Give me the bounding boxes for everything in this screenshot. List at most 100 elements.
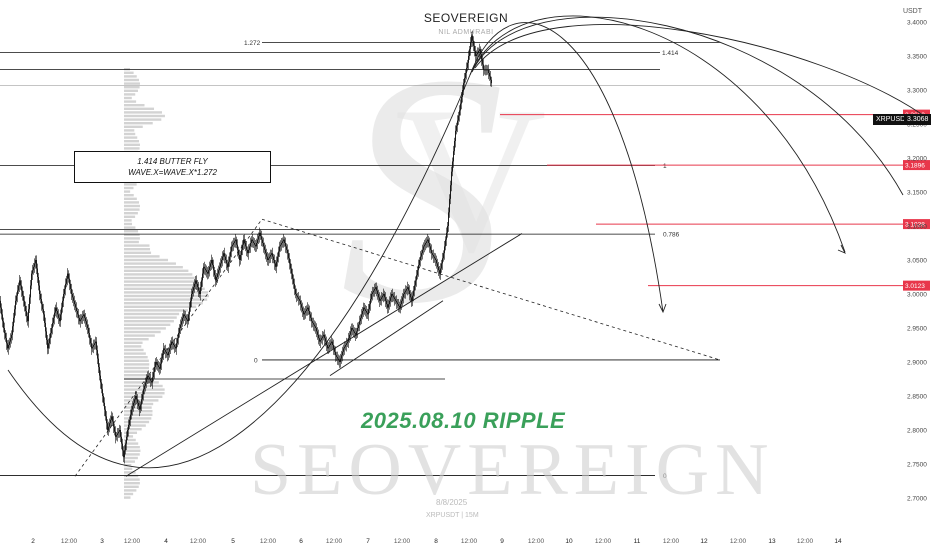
candle-body <box>431 249 432 254</box>
candle-body <box>323 334 324 337</box>
candle-body <box>287 249 288 254</box>
target-tag-bg <box>903 219 930 230</box>
watermark-symbol: XRPUSDT | 15M <box>426 512 479 519</box>
volume-profile-bar <box>124 471 136 474</box>
volume-profile-bar <box>124 226 136 229</box>
volume-profile-bar <box>124 478 140 481</box>
candle-body <box>366 311 367 313</box>
candle-body <box>36 260 37 269</box>
chart-subtitle: NIL ADMURABI <box>438 29 494 36</box>
price-axis-tick: 2.9000 <box>907 360 927 367</box>
candle-body <box>75 304 76 308</box>
candle-body <box>167 353 168 356</box>
time-axis-tick: 12:00 <box>260 538 277 545</box>
candle-body <box>179 328 180 334</box>
candle-body <box>209 266 210 271</box>
volume-profile-bar <box>124 359 149 362</box>
candle-body <box>284 239 285 243</box>
candle-body <box>237 244 238 250</box>
candle-body <box>265 249 266 254</box>
candle-body <box>318 334 319 339</box>
candle-body <box>417 270 418 276</box>
candle-body <box>11 334 12 339</box>
volume-profile-bar <box>124 431 138 434</box>
candle-body <box>143 389 144 395</box>
candle-body <box>229 256 230 262</box>
candle-body <box>168 351 169 356</box>
candle-body <box>364 307 365 310</box>
candle-body <box>68 273 69 279</box>
time-axis-tick: 12:00 <box>595 538 612 545</box>
candle-body <box>262 239 263 243</box>
candle-body <box>403 294 404 298</box>
candle-body <box>142 394 143 400</box>
candle-body <box>342 351 343 356</box>
candle-body <box>407 287 408 289</box>
volume-profile-bar <box>124 222 133 226</box>
candle-body <box>276 261 277 267</box>
candle-body <box>153 372 154 378</box>
price-axis-tick: 2.7500 <box>907 462 927 469</box>
candle-body <box>239 254 240 260</box>
candle-body <box>105 409 106 417</box>
candle-body <box>85 317 86 322</box>
candle-body <box>460 103 461 111</box>
candle-body <box>139 406 140 410</box>
candle-body <box>278 251 279 257</box>
candle-body <box>35 260 36 264</box>
candle-body <box>56 307 57 311</box>
candle-body <box>39 285 40 294</box>
candle-body <box>150 379 151 381</box>
candle-body <box>418 265 419 271</box>
target-tag-bg <box>903 280 930 291</box>
candle-body <box>58 314 59 318</box>
volume-profile-bar <box>124 258 169 262</box>
candle-body <box>455 130 456 141</box>
volume-profile-bar <box>124 395 163 398</box>
volume-profile-bar <box>124 438 136 442</box>
candle-body <box>222 256 223 260</box>
candle-body <box>189 307 190 315</box>
candle-body <box>217 273 218 277</box>
candle-body <box>465 73 466 79</box>
candle-body <box>132 406 133 410</box>
candle-body <box>423 246 424 250</box>
candle-body <box>136 396 137 400</box>
candle-body <box>429 243 430 247</box>
candle-body <box>177 338 178 344</box>
volume-profile-bar <box>124 374 148 377</box>
candle-body <box>293 278 294 284</box>
candle-body <box>480 49 481 55</box>
candle-body <box>26 311 27 317</box>
candle-body <box>15 300 16 310</box>
volume-profile-bar <box>124 143 140 146</box>
candle-body <box>306 309 307 311</box>
candle-body <box>279 246 280 252</box>
candle-body <box>285 243 286 247</box>
candle-body <box>467 62 468 68</box>
volume-profile-bar <box>124 464 132 467</box>
candle-body <box>402 297 403 301</box>
candle-body <box>41 299 42 305</box>
candle-body <box>491 79 492 84</box>
volume-profile-bar <box>124 312 180 316</box>
candle-body <box>175 346 176 349</box>
candle-body <box>359 321 360 325</box>
volume-profile-bar <box>124 348 144 352</box>
candle-body <box>19 280 20 286</box>
candle-body <box>34 263 35 267</box>
candle-body <box>324 334 325 339</box>
volume-profile-bar <box>124 496 131 499</box>
candle-body <box>308 307 309 311</box>
candle-body <box>363 307 364 311</box>
projection-arc <box>469 15 846 253</box>
candle-body <box>422 249 423 254</box>
volume-profile-bar <box>124 219 132 222</box>
candle-body <box>378 294 379 298</box>
candle-body <box>165 350 166 352</box>
candle-body <box>79 317 80 322</box>
volume-profile-bar <box>124 294 209 298</box>
candle-body <box>199 290 200 294</box>
candle-body <box>373 290 374 293</box>
